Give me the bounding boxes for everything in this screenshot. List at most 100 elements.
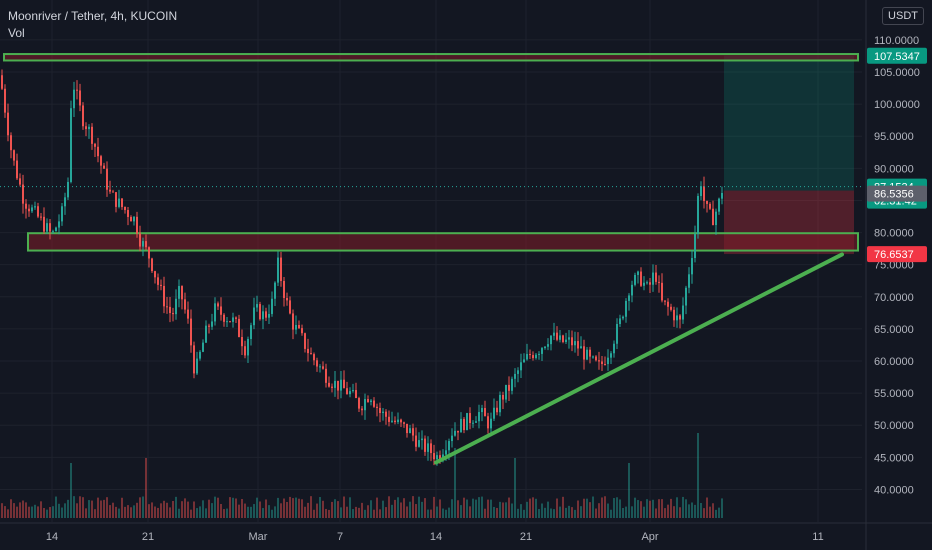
candle-body bbox=[175, 298, 177, 315]
volume-bar bbox=[358, 507, 360, 518]
volume-bar bbox=[496, 507, 498, 518]
candle-body bbox=[283, 280, 285, 299]
candle-body bbox=[316, 360, 318, 367]
position-target-zone[interactable] bbox=[724, 55, 854, 191]
current-price-label: 86.5356 bbox=[874, 189, 914, 201]
candle-body bbox=[598, 360, 600, 362]
candle-body bbox=[172, 313, 174, 315]
symbol-title: Moonriver / Tether, 4h, KUCOIN bbox=[8, 9, 178, 23]
candle-body bbox=[433, 453, 435, 460]
candle-body bbox=[49, 223, 51, 232]
volume-bar bbox=[127, 505, 129, 518]
volume-bar bbox=[424, 498, 426, 518]
volume-bar bbox=[259, 501, 261, 518]
time-tick-label: Apr bbox=[641, 531, 658, 543]
volume-bar bbox=[250, 506, 252, 518]
volume-bar bbox=[694, 504, 696, 518]
volume-bar bbox=[178, 508, 180, 518]
volume-bar bbox=[235, 498, 237, 518]
candle-body bbox=[532, 355, 534, 359]
candle-body bbox=[343, 379, 345, 389]
volume-bar bbox=[535, 498, 537, 518]
candle-body bbox=[700, 186, 702, 197]
resistance-zone[interactable] bbox=[3, 53, 859, 62]
candle-body bbox=[550, 335, 552, 345]
price-tick-label: 45.0000 bbox=[874, 452, 914, 464]
time-axis[interactable]: 14 21 Mar 7 14 21 Apr 11 bbox=[46, 531, 824, 543]
volume-bar bbox=[220, 503, 222, 518]
candle-body bbox=[568, 337, 570, 340]
volume-bar bbox=[157, 507, 159, 518]
candle-body bbox=[682, 305, 684, 320]
candle-body bbox=[640, 271, 642, 286]
volume-bar bbox=[262, 508, 264, 518]
volume-bar bbox=[589, 502, 591, 518]
trendline[interactable] bbox=[434, 252, 844, 465]
volume-bar bbox=[172, 500, 174, 518]
candle-body bbox=[220, 306, 222, 315]
candle-body bbox=[130, 216, 132, 222]
candle-body bbox=[658, 281, 660, 283]
candle-body bbox=[139, 233, 141, 247]
volume-bar bbox=[82, 497, 84, 518]
volume-bar bbox=[622, 507, 624, 518]
volume-bar bbox=[586, 498, 588, 518]
candle-body bbox=[466, 413, 468, 431]
volume-bar bbox=[634, 497, 636, 518]
price-axis[interactable]: 110.0000105.0000100.000095.000090.000085… bbox=[874, 35, 920, 497]
candle-body bbox=[196, 358, 198, 374]
candle-body bbox=[13, 150, 15, 161]
candle-body bbox=[706, 200, 708, 204]
volume-bar bbox=[448, 507, 450, 518]
candle-body bbox=[106, 168, 108, 190]
candle-body bbox=[616, 324, 618, 344]
candle-body bbox=[688, 274, 690, 288]
currency-button[interactable]: USDT bbox=[882, 7, 924, 25]
volume-bar bbox=[703, 508, 705, 518]
candle-body bbox=[643, 282, 645, 286]
volume-bar bbox=[283, 498, 285, 518]
volume-bar bbox=[676, 497, 678, 518]
stop-price-label: 76.6537 bbox=[874, 249, 914, 261]
candle-body bbox=[508, 384, 510, 391]
candle-body bbox=[277, 257, 279, 283]
volume-bar bbox=[274, 506, 276, 518]
candles bbox=[1, 69, 723, 466]
candle-body bbox=[55, 227, 57, 232]
volume-bar bbox=[529, 498, 531, 518]
volume-bar bbox=[445, 509, 447, 518]
volume-bar bbox=[598, 503, 600, 518]
price-tick-label: 95.0000 bbox=[874, 131, 914, 143]
volume-bar bbox=[514, 458, 516, 518]
volume-bar bbox=[469, 506, 471, 518]
candle-body bbox=[661, 282, 663, 301]
volume-bar bbox=[577, 500, 579, 518]
candle-body bbox=[430, 443, 432, 454]
candle-body bbox=[193, 345, 195, 374]
volume-bar bbox=[478, 497, 480, 518]
candle-body bbox=[232, 317, 234, 322]
candle-body bbox=[394, 420, 396, 423]
time-tick-label: 14 bbox=[430, 531, 442, 543]
volume-bar bbox=[61, 507, 63, 518]
candle-body bbox=[535, 354, 537, 359]
candle-body bbox=[4, 88, 6, 113]
volume-bar bbox=[211, 503, 213, 518]
volume-bar bbox=[658, 499, 660, 518]
candle-body bbox=[166, 306, 168, 308]
candle-body bbox=[205, 325, 207, 343]
volume-bar bbox=[466, 499, 468, 518]
volume-bar bbox=[139, 497, 141, 518]
candle-body bbox=[190, 318, 192, 346]
candle-body bbox=[364, 399, 366, 411]
stop-price-label-box bbox=[867, 246, 927, 263]
price-tick-label: 70.0000 bbox=[874, 292, 914, 304]
candle-body bbox=[583, 346, 585, 360]
volume-bar bbox=[148, 504, 150, 518]
volume-bar bbox=[640, 501, 642, 518]
volume-bar bbox=[484, 508, 486, 518]
resistance-zone[interactable] bbox=[27, 232, 859, 252]
volume-bar bbox=[463, 497, 465, 518]
volume-bar bbox=[337, 501, 339, 518]
